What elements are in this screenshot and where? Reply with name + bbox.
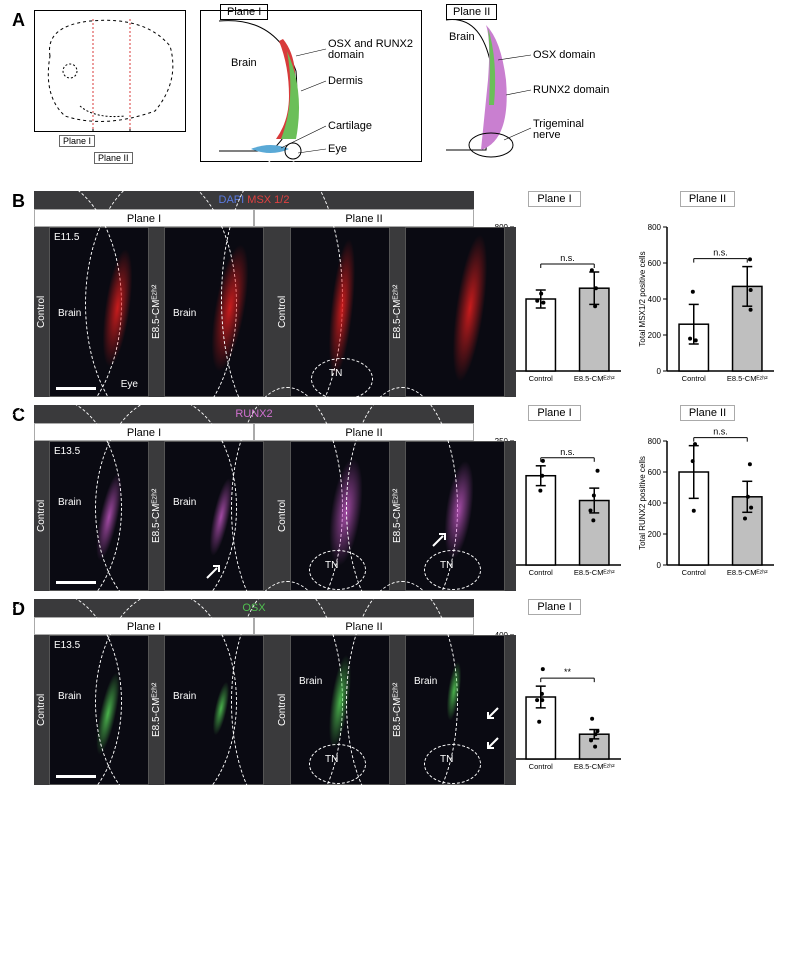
- micro-C-mut-II: TN: [405, 441, 505, 591]
- plane2-callout: Plane II: [94, 152, 133, 164]
- svg-text:Cartilage: Cartilage: [328, 120, 372, 132]
- svg-text:n.s.: n.s.: [560, 447, 575, 457]
- svg-text:E8.5-CMᴱᶻʰ²: E8.5-CMᴱᶻʰ²: [574, 568, 615, 577]
- bar-chart: Plane II 0 200 400 600 800 Control E8.5-CMᴱᶻʰ² n…: [635, 191, 780, 399]
- panel-B-charts: Plane I 0 200 400 600 800 Control E8.5-CMᴱᶻʰ² n.…: [474, 191, 780, 399]
- svg-text:domain: domain: [328, 49, 364, 61]
- svg-text:Control: Control: [682, 568, 707, 577]
- svg-text:nerve: nerve: [533, 129, 561, 141]
- svg-text:200: 200: [648, 530, 662, 539]
- svg-text:E8.5-CMᴱᶻʰ²: E8.5-CMᴱᶻʰ²: [727, 568, 768, 577]
- bar-chart: Plane II 0 200 400 600 800 Control E8.5-CMᴱᶻʰ² n…: [635, 405, 780, 593]
- schematic-plane2: Brain OSX domain RUNX2 domain Trigeminal…: [436, 10, 586, 160]
- chart-title: Plane II: [680, 191, 735, 207]
- brain-label: Brain: [231, 57, 257, 69]
- scalebar-icon: [56, 387, 96, 390]
- panel-B: B DAPI MSX 1/2 Plane I Plane II Control …: [10, 191, 790, 399]
- svg-text:**: **: [564, 667, 572, 677]
- chart-title: Plane I: [528, 191, 580, 207]
- panel-A-label: A: [12, 10, 25, 31]
- scalebar-icon: [56, 581, 96, 584]
- panel-D: D OSX Plane I Plane II Control E13.5: [10, 599, 790, 787]
- svg-text:E8.5-CMᴱᶻʰ²: E8.5-CMᴱᶻʰ²: [574, 762, 615, 771]
- schematic-plane1: Brain OSX and RUNX2 domain Dermis Cartil…: [200, 10, 422, 162]
- svg-text:Eye: Eye: [328, 143, 347, 155]
- svg-text:0: 0: [657, 561, 662, 570]
- svg-text:Total MSX1/2 positive cells: Total MSX1/2 positive cells: [638, 251, 647, 346]
- svg-text:400: 400: [648, 499, 662, 508]
- svg-text:n.s.: n.s.: [713, 427, 728, 437]
- chart-title: Plane I: [528, 599, 580, 615]
- micro-D-mut-II: Brain TN: [405, 635, 505, 785]
- svg-text:600: 600: [648, 259, 662, 268]
- svg-text:0: 0: [657, 367, 662, 376]
- svg-text:OSX domain: OSX domain: [533, 49, 595, 61]
- svg-text:E8.5-CMᴱᶻʰ²: E8.5-CMᴱᶻʰ²: [574, 374, 615, 383]
- svg-text:800: 800: [648, 223, 662, 232]
- chart-title: Plane II: [680, 405, 735, 421]
- svg-text:Control: Control: [529, 374, 554, 383]
- panel-C-charts: Plane I050100150200250ControlE8.5-CMᴱᶻʰ²…: [474, 405, 780, 593]
- svg-text:600: 600: [648, 468, 662, 477]
- plane1-callout: Plane I: [59, 135, 95, 147]
- scalebar-icon: [56, 775, 96, 778]
- svg-text:200: 200: [648, 331, 662, 340]
- svg-text:Dermis: Dermis: [328, 75, 363, 87]
- svg-text:Control: Control: [529, 762, 554, 771]
- svg-text:n.s.: n.s.: [560, 253, 575, 263]
- svg-text:Control: Control: [682, 374, 707, 383]
- chart-title: Plane I: [528, 405, 580, 421]
- panel-D-images: OSX Plane I Plane II Control E13.5 Brain: [34, 599, 474, 787]
- panel-A: A Plane I Plane II: [10, 10, 790, 185]
- micro-B-mut-II: [405, 227, 505, 397]
- svg-text:E8.5-CMᴱᶻʰ²: E8.5-CMᴱᶻʰ²: [727, 374, 768, 383]
- micro-B-control-II: TN: [290, 227, 390, 397]
- svg-text:800: 800: [648, 437, 662, 446]
- svg-text:Total RUNX2 positive cells: Total RUNX2 positive cells: [638, 456, 647, 550]
- svg-text:Brain: Brain: [449, 31, 475, 43]
- panel-C: C RUNX2 Plane I Plane II Control E13.5: [10, 405, 790, 593]
- svg-text:400: 400: [648, 295, 662, 304]
- panel-B-images: DAPI MSX 1/2 Plane I Plane II Control E1…: [34, 191, 474, 399]
- scientific-figure: A Plane I Plane II: [10, 10, 790, 787]
- panel-C-images: RUNX2 Plane I Plane II Control E13.5 Bra…: [34, 405, 474, 593]
- svg-text:n.s.: n.s.: [713, 248, 728, 258]
- svg-text:Control: Control: [529, 568, 554, 577]
- schematic-head: [34, 10, 186, 132]
- svg-text:RUNX2 domain: RUNX2 domain: [533, 84, 609, 96]
